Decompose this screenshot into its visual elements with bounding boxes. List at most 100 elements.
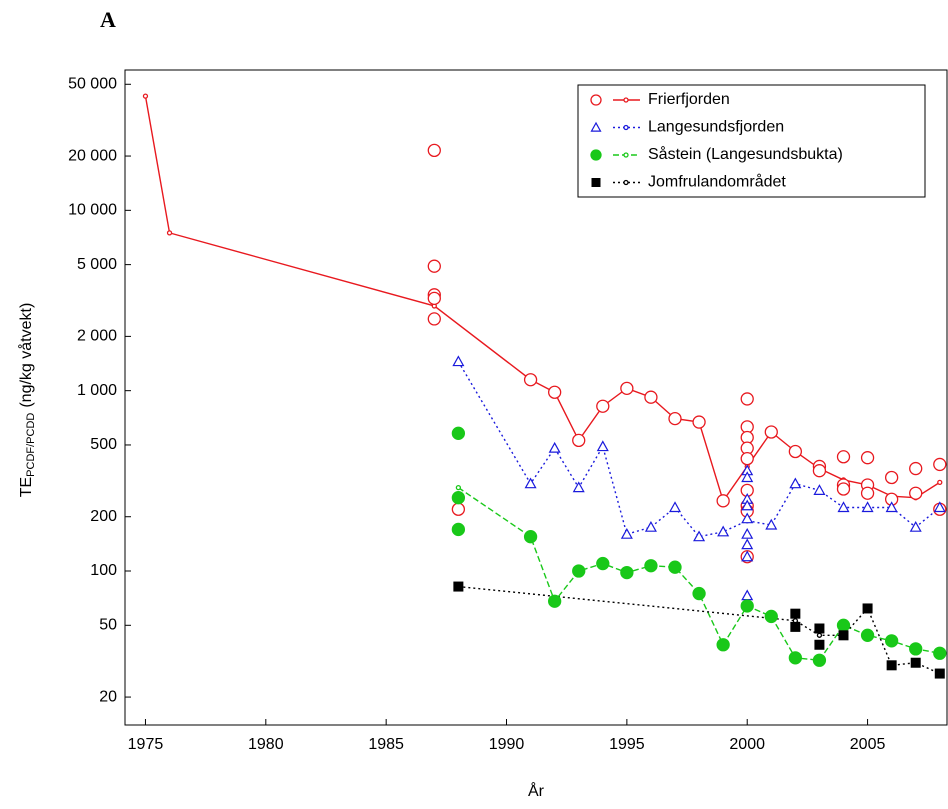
x-tick-label: 2005	[850, 736, 886, 753]
data-point	[909, 486, 923, 500]
data-point	[668, 560, 682, 574]
data-point	[741, 550, 754, 562]
data-point	[909, 461, 923, 476]
y-label-main: TE	[18, 477, 35, 497]
data-point	[453, 581, 464, 592]
y-tick-label: 10 000	[68, 202, 117, 219]
data-point	[620, 527, 633, 539]
y-tick-label: 1 000	[77, 382, 117, 399]
data-point	[596, 556, 610, 571]
data-point	[427, 291, 441, 306]
data-point	[572, 481, 585, 493]
data-point	[788, 444, 803, 459]
data-point	[548, 385, 562, 399]
line-vertex	[937, 479, 943, 486]
legend-line-marker	[623, 124, 629, 131]
x-tick-label: 1990	[489, 736, 525, 753]
data-point	[790, 608, 801, 619]
data-point	[860, 628, 875, 642]
data-point	[933, 646, 947, 660]
data-point	[644, 520, 657, 532]
data-point	[741, 589, 754, 601]
x-tick-label: 1980	[248, 736, 284, 753]
data-point	[572, 433, 586, 448]
data-point	[548, 594, 562, 608]
data-point	[692, 415, 706, 429]
data-point	[523, 373, 538, 387]
data-point	[740, 451, 754, 466]
data-point	[909, 520, 922, 532]
data-point	[524, 477, 537, 489]
data-point	[741, 538, 754, 550]
legend-marker	[590, 121, 602, 132]
data-point	[451, 491, 466, 505]
line-vertex	[816, 632, 823, 638]
data-point	[692, 586, 706, 601]
data-point	[813, 484, 826, 495]
data-point	[596, 399, 610, 413]
data-point	[716, 638, 730, 652]
data-point	[741, 527, 754, 539]
y-tick-label: 20 000	[68, 147, 117, 164]
data-point	[788, 651, 803, 665]
legend-line-marker	[623, 179, 629, 186]
legend-box	[577, 84, 926, 198]
legend-label: Frierfjorden	[648, 91, 730, 108]
y-tick-label: 20	[99, 688, 117, 705]
data-point	[572, 564, 586, 578]
data-point	[523, 530, 538, 544]
plot-frame	[124, 69, 948, 726]
legend-label: Jomfrulandområdet	[648, 173, 786, 191]
data-point	[764, 425, 778, 439]
data-point	[452, 355, 465, 367]
data-point	[644, 559, 658, 573]
y-tick-label: 2 000	[77, 328, 117, 345]
data-point	[812, 653, 827, 667]
data-point	[741, 499, 754, 511]
data-point	[933, 501, 946, 513]
data-point	[644, 390, 658, 404]
line-vertex	[142, 93, 149, 99]
legend-marker	[590, 149, 602, 161]
data-point	[884, 470, 899, 485]
data-point	[427, 143, 441, 158]
y-tick-label: 200	[90, 508, 117, 525]
y-tick-label: 50	[99, 617, 117, 634]
data-point	[885, 501, 898, 513]
y-label-unit: (ng/kg våtvekt)	[17, 303, 35, 408]
data-point	[620, 565, 634, 580]
data-point	[910, 657, 921, 668]
line-vertex	[455, 484, 462, 491]
data-point	[717, 525, 730, 537]
y-tick-label: 5 000	[77, 256, 117, 273]
legend-line-marker	[623, 152, 629, 158]
y-axis-label: TEPCDF/PCDD (ng/kg våtvekt)	[17, 303, 37, 498]
data-point	[741, 512, 754, 524]
panel-label: A	[100, 7, 116, 32]
legend-line-marker	[623, 97, 629, 103]
legend-label: Såstein (Langesundsbukta)	[648, 145, 843, 163]
data-point	[837, 501, 850, 513]
data-point	[451, 502, 466, 516]
data-point	[741, 471, 754, 483]
data-point	[620, 381, 634, 396]
data-point	[909, 642, 923, 656]
x-tick-label: 1975	[128, 736, 164, 753]
data-point	[668, 411, 682, 426]
data-point	[716, 494, 730, 508]
data-point	[814, 623, 825, 634]
data-point	[427, 312, 441, 326]
data-point	[548, 441, 561, 453]
data-point	[765, 518, 778, 530]
data-point	[934, 668, 945, 679]
data-point	[860, 451, 875, 465]
data-point	[836, 618, 851, 632]
data-point	[790, 621, 801, 632]
legend-marker	[590, 94, 602, 106]
data-point	[860, 486, 875, 500]
data-point	[596, 440, 609, 452]
line-vertex	[166, 230, 173, 236]
data-point	[451, 522, 466, 537]
